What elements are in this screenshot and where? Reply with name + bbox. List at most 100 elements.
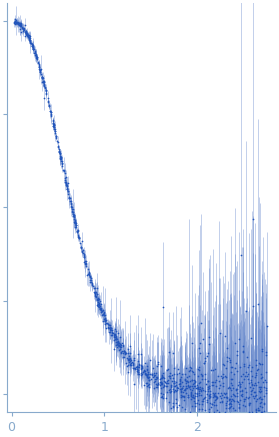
Point	[151, 365, 155, 372]
Point	[174, 388, 179, 395]
Point	[194, 389, 199, 396]
Point	[190, 368, 195, 375]
Point	[40, 78, 45, 85]
Point	[23, 21, 27, 28]
Point	[255, 426, 259, 433]
Point	[153, 378, 158, 385]
Point	[253, 369, 258, 376]
Point	[163, 380, 168, 387]
Point	[208, 387, 212, 394]
Point	[92, 289, 97, 296]
Point	[143, 367, 147, 374]
Point	[72, 218, 77, 225]
Point	[90, 282, 94, 289]
Point	[213, 394, 218, 401]
Point	[247, 361, 251, 368]
Point	[225, 395, 230, 402]
Point	[182, 375, 187, 382]
Point	[211, 392, 216, 399]
Point	[205, 353, 209, 360]
Point	[107, 326, 112, 333]
Point	[64, 182, 69, 189]
Point	[213, 365, 217, 372]
Point	[46, 98, 50, 105]
Point	[136, 367, 140, 374]
Point	[199, 387, 203, 394]
Point	[200, 371, 205, 378]
Point	[120, 340, 124, 347]
Point	[31, 45, 36, 52]
Point	[246, 375, 250, 382]
Point	[206, 377, 211, 384]
Point	[96, 300, 101, 307]
Point	[168, 382, 173, 388]
Point	[199, 400, 204, 407]
Point	[80, 238, 84, 245]
Point	[238, 364, 242, 371]
Point	[97, 303, 102, 310]
Point	[204, 381, 208, 388]
Point	[99, 308, 104, 315]
Point	[238, 387, 242, 394]
Point	[101, 312, 106, 319]
Point	[228, 399, 233, 406]
Point	[184, 385, 189, 392]
Point	[255, 395, 260, 402]
Point	[91, 283, 95, 290]
Point	[178, 388, 183, 395]
Point	[155, 383, 159, 390]
Point	[160, 392, 165, 399]
Point	[71, 212, 75, 219]
Point	[135, 364, 139, 371]
Point	[206, 349, 210, 356]
Point	[15, 18, 20, 25]
Point	[24, 29, 28, 36]
Point	[264, 369, 269, 376]
Point	[197, 391, 201, 398]
Point	[98, 304, 102, 311]
Point	[117, 341, 122, 348]
Point	[174, 371, 179, 378]
Point	[237, 336, 242, 343]
Point	[87, 269, 92, 276]
Point	[19, 20, 23, 27]
Point	[255, 378, 260, 385]
Point	[260, 360, 264, 367]
Point	[160, 372, 164, 379]
Point	[43, 85, 47, 92]
Point	[199, 386, 203, 393]
Point	[224, 393, 229, 400]
Point	[85, 271, 90, 278]
Point	[80, 247, 85, 254]
Point	[49, 111, 53, 118]
Point	[172, 380, 176, 387]
Point	[244, 308, 249, 315]
Point	[75, 228, 79, 235]
Point	[192, 411, 196, 418]
Point	[123, 349, 128, 356]
Point	[57, 149, 62, 156]
Point	[258, 402, 262, 409]
Point	[228, 384, 232, 391]
Point	[100, 307, 104, 314]
Point	[218, 390, 223, 397]
Point	[119, 349, 123, 356]
Point	[258, 388, 262, 395]
Point	[222, 361, 227, 368]
Point	[87, 273, 92, 280]
Point	[184, 382, 188, 389]
Point	[38, 66, 42, 73]
Point	[251, 303, 256, 310]
Point	[26, 31, 31, 38]
Point	[136, 350, 140, 357]
Point	[48, 107, 53, 114]
Point	[253, 410, 258, 417]
Point	[93, 290, 97, 297]
Point	[240, 387, 244, 394]
Point	[68, 198, 73, 205]
Point	[27, 34, 31, 41]
Point	[135, 368, 140, 375]
Point	[231, 385, 236, 392]
Point	[207, 409, 211, 416]
Point	[31, 45, 36, 52]
